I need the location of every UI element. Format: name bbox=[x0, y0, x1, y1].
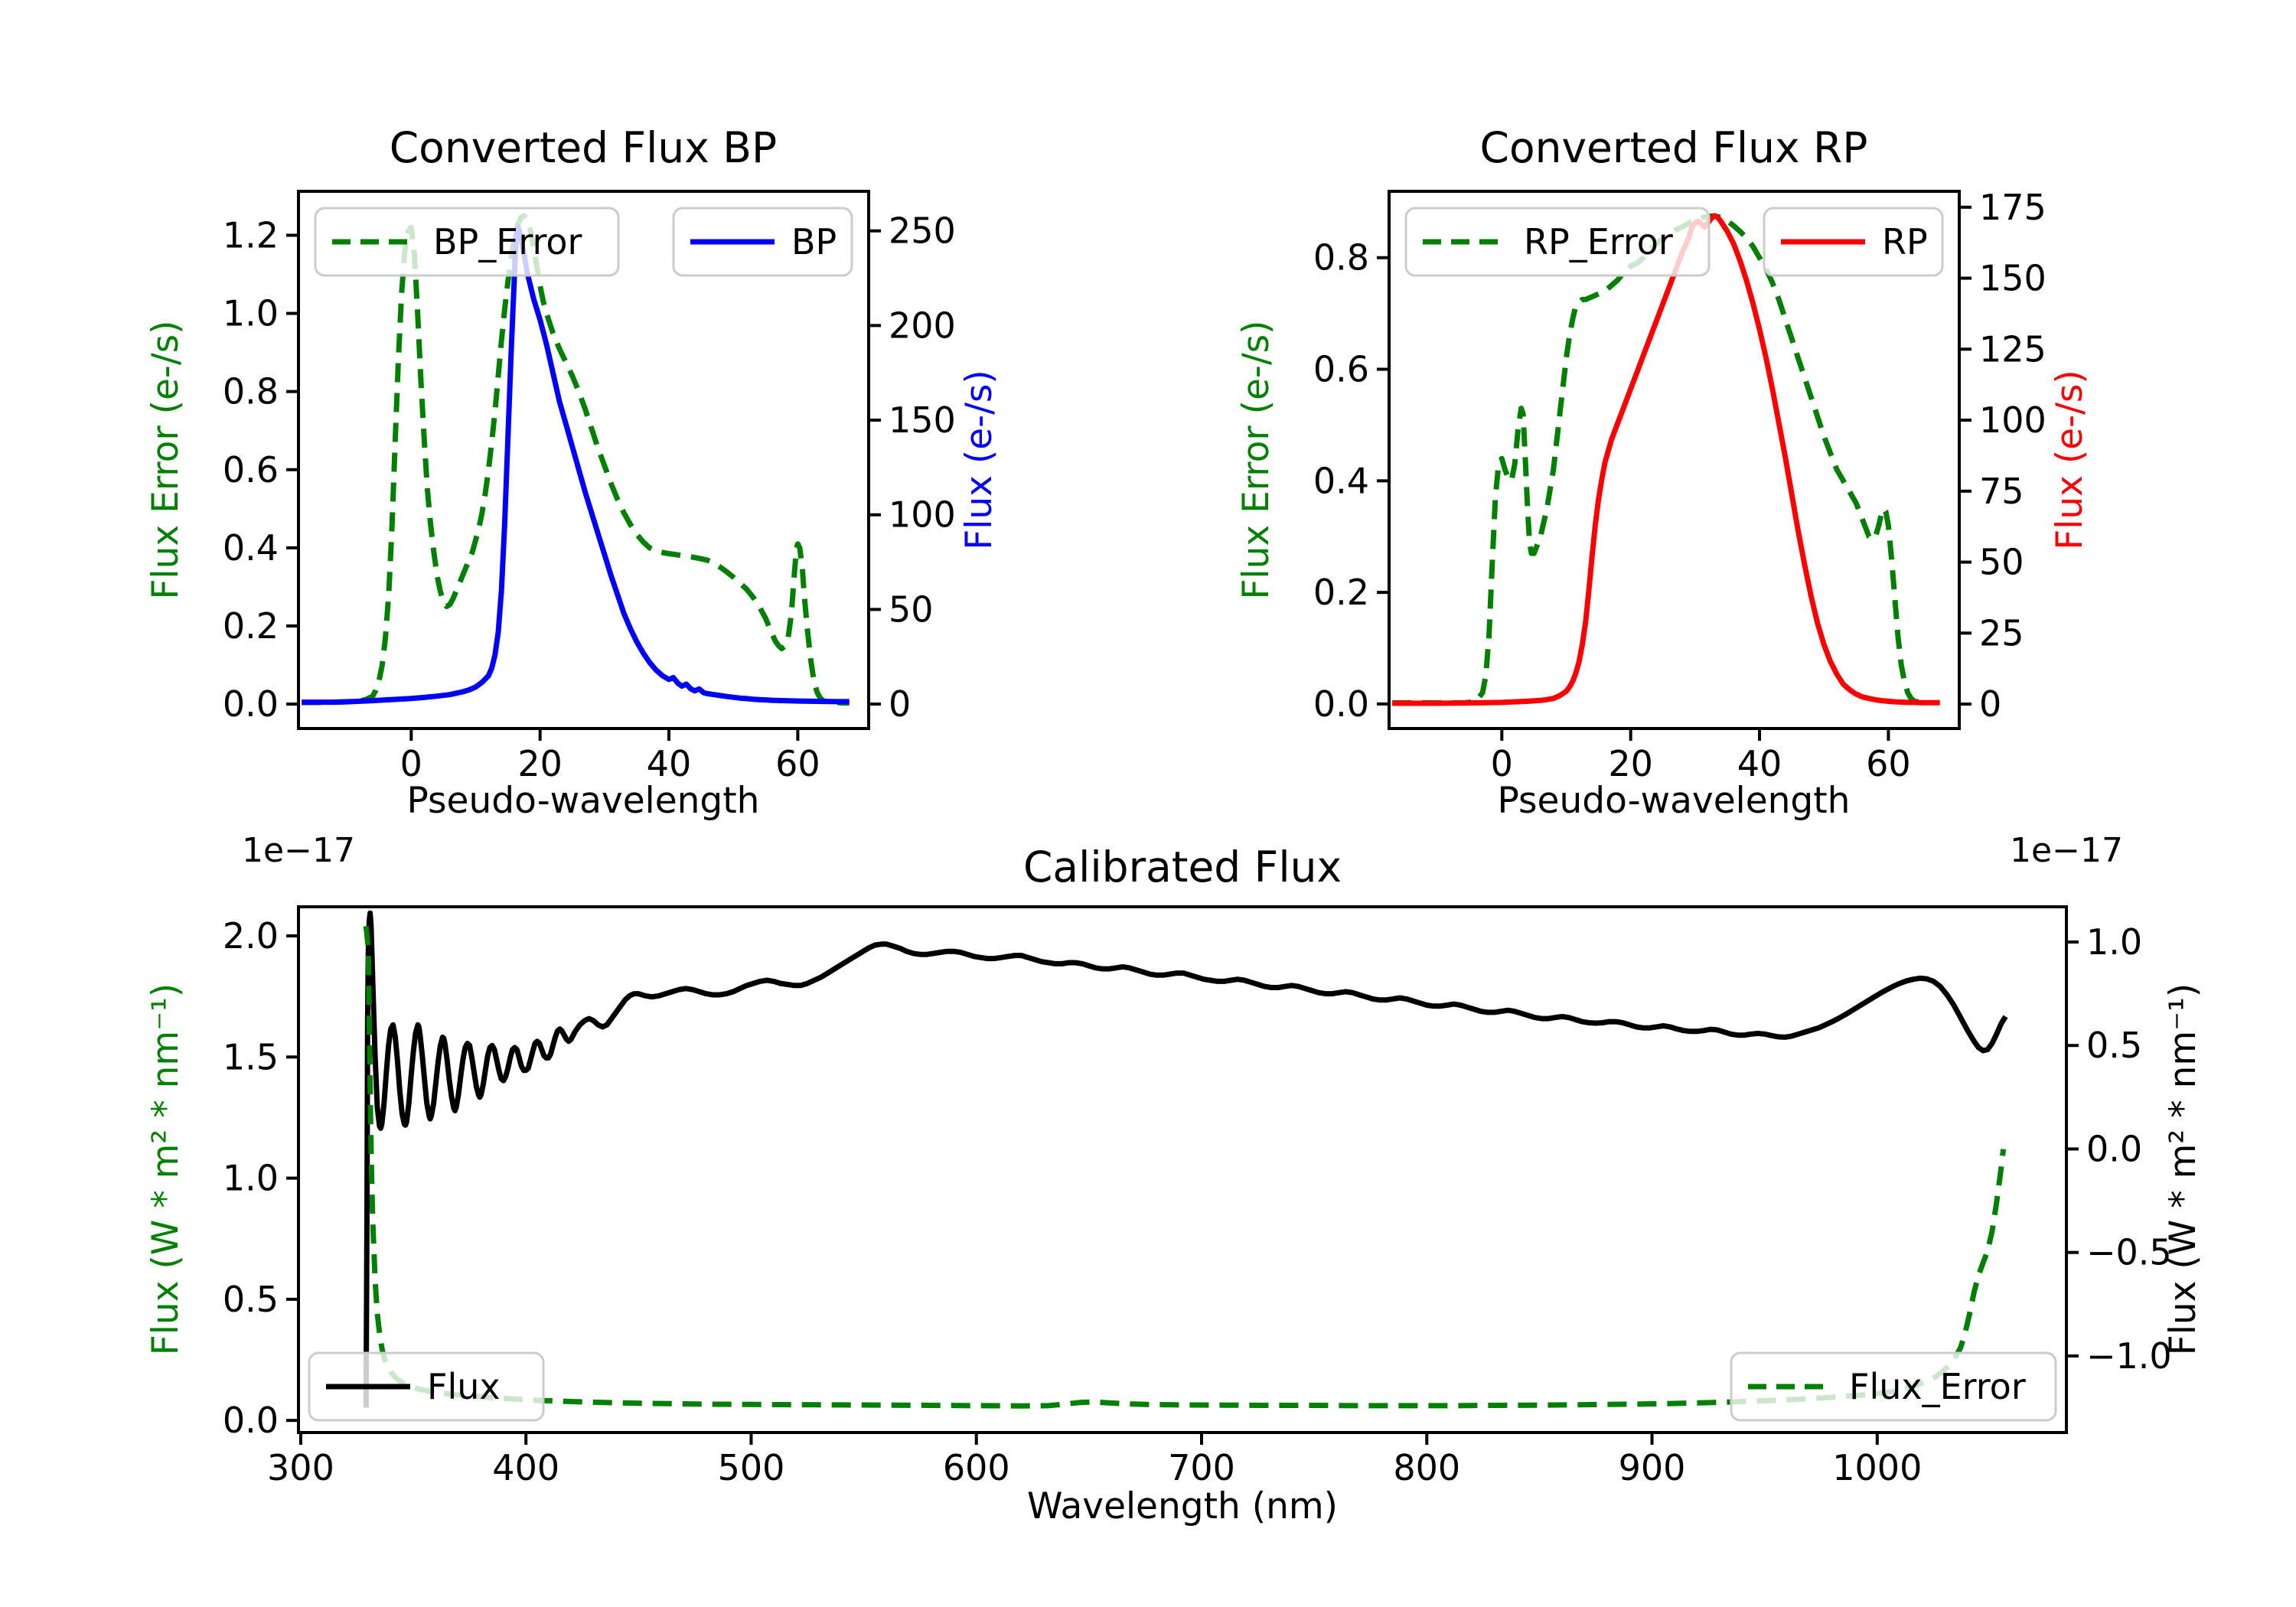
right-tick-label: −0.5 bbox=[2086, 1232, 2172, 1273]
right-tick-label: 50 bbox=[889, 588, 934, 630]
right-tick-label: 0.0 bbox=[2086, 1128, 2142, 1169]
right-tick-label: 75 bbox=[1979, 471, 2024, 512]
left-tick-label: 1.5 bbox=[223, 1036, 279, 1077]
series-bp bbox=[302, 224, 850, 706]
right-tick-label: 0.5 bbox=[2086, 1025, 2142, 1066]
x-tick-label: 20 bbox=[1608, 743, 1653, 784]
left-tick-label: 1.0 bbox=[223, 1158, 279, 1199]
left-tick-label: 0.2 bbox=[223, 605, 279, 647]
left-tick-label: 1.2 bbox=[223, 214, 279, 256]
cal-offset-left: 1e−17 bbox=[242, 831, 355, 870]
left-tick-label: 0.0 bbox=[223, 1400, 279, 1441]
gen-bp: 0 20 40 60 0.0 0.2 0.4 0.6 0.8 1.0 1.2 0 50 100 150 200… bbox=[223, 190, 956, 784]
left-tick-label: 0.5 bbox=[223, 1279, 279, 1320]
left-tick-label: 2.0 bbox=[223, 915, 279, 957]
axes-frame bbox=[297, 190, 870, 730]
right-tick-label: 50 bbox=[1979, 542, 2024, 583]
bp-ylabel-left: Flux Error (e-/s) bbox=[145, 320, 187, 599]
x-tick-label: 800 bbox=[1393, 1447, 1460, 1488]
right-tick-label: 100 bbox=[1979, 399, 2047, 441]
left-tick-label: 0.8 bbox=[1313, 237, 1369, 279]
x-tick-label: 60 bbox=[775, 743, 820, 784]
right-tick-label: 175 bbox=[1979, 187, 2047, 228]
x-tick-label: 0 bbox=[1491, 743, 1513, 784]
legend-frame bbox=[308, 1351, 545, 1422]
right-tick-label: 125 bbox=[1979, 328, 2047, 370]
right-tick-label: 1.0 bbox=[2086, 921, 2142, 963]
legend-frame bbox=[1404, 207, 1711, 277]
right-tick-label: 0 bbox=[889, 683, 911, 725]
x-tick-label: 1000 bbox=[1832, 1447, 1922, 1488]
series-flux bbox=[363, 910, 2008, 1408]
rp-title: Converted Flux RP bbox=[1480, 123, 1868, 172]
x-tick-label: 300 bbox=[267, 1447, 334, 1488]
subplot-rp: 0 20 40 60 0.0 0.2 0.4 0.6 0.8 0 25 50 75 100 125 150 17… bbox=[1235, 123, 2091, 822]
left-tick-label: 1.0 bbox=[223, 293, 279, 334]
rp-legend-error-label: RP_Error bbox=[1524, 221, 1673, 262]
right-tick-label: 0 bbox=[1979, 683, 2001, 725]
rp-ylabel-left: Flux Error (e-/s) bbox=[1235, 320, 1277, 599]
cal-legend-error-label: Flux_Error bbox=[1849, 1366, 2026, 1407]
x-tick-label: 40 bbox=[1737, 743, 1782, 784]
cal-ylabel-right: Flux (W * m² * nm⁻¹) bbox=[2162, 983, 2204, 1355]
right-tick-label: 150 bbox=[889, 399, 956, 441]
x-tick-label: 900 bbox=[1619, 1447, 1686, 1488]
x-tick-label: 40 bbox=[647, 743, 692, 784]
cal-offset-right: 1e−17 bbox=[2010, 831, 2123, 870]
right-tick-label: 150 bbox=[1979, 258, 2047, 299]
right-tick-label: 25 bbox=[1979, 612, 2024, 654]
axes-frame bbox=[297, 905, 2068, 1434]
legend-frame bbox=[314, 207, 620, 277]
rp-ylabel-right: Flux (e-/s) bbox=[2049, 370, 2091, 550]
x-tick-label: 600 bbox=[943, 1447, 1010, 1488]
x-tick-label: 0 bbox=[400, 743, 422, 784]
x-tick-label: 700 bbox=[1168, 1447, 1235, 1488]
cal-ylabel-left: Flux (W * m² * nm⁻¹) bbox=[145, 983, 187, 1355]
x-tick-label: 20 bbox=[517, 743, 563, 784]
left-tick-label: 0.8 bbox=[223, 371, 279, 412]
cal-legend-flux-label: Flux bbox=[427, 1366, 501, 1407]
right-tick-label: 250 bbox=[889, 210, 956, 252]
left-tick-label: 0.4 bbox=[1313, 460, 1369, 501]
rp-legend-flux-label: RP bbox=[1882, 221, 1928, 262]
cal-title: Calibrated Flux bbox=[1023, 843, 1342, 892]
subplot-calibrated: 300 400 500 600 700 800 900 1000 0.0 0.5 1.0 1.5 2.0… bbox=[145, 831, 2204, 1527]
subplot-bp: 0 20 40 60 0.0 0.2 0.4 0.6 0.8 1.0 1.2 0 50 100 150 200… bbox=[145, 123, 1000, 822]
series-bp_error bbox=[302, 213, 850, 706]
bp-legend-error-label: BP_Error bbox=[433, 221, 582, 262]
left-tick-label: 0.0 bbox=[1313, 683, 1369, 725]
legend-frame bbox=[1730, 1351, 2057, 1422]
cal-xlabel: Wavelength (nm) bbox=[1027, 1485, 1338, 1527]
gen-cal: 300 400 500 600 700 800 900 1000 0.0 0.5 1.0 1.5 2.0… bbox=[223, 905, 2172, 1488]
series-rp_error bbox=[1392, 213, 1928, 706]
left-tick-label: 0.6 bbox=[1313, 349, 1369, 390]
left-tick-label: 0.4 bbox=[223, 527, 279, 569]
left-tick-label: 0.0 bbox=[223, 683, 279, 725]
left-tick-label: 0.2 bbox=[1313, 572, 1369, 613]
right-tick-label: 200 bbox=[889, 305, 956, 346]
x-tick-label: 400 bbox=[492, 1447, 559, 1488]
left-tick-label: 0.6 bbox=[223, 449, 279, 491]
bp-ylabel-right: Flux (e-/s) bbox=[958, 370, 1000, 550]
bp-title: Converted Flux BP bbox=[390, 123, 777, 172]
bp-xlabel: Pseudo-wavelength bbox=[407, 780, 760, 822]
right-tick-label: 100 bbox=[889, 494, 956, 536]
bp-legend-flux-label: BP bbox=[791, 221, 837, 262]
axes-frame bbox=[1388, 190, 1961, 730]
x-tick-label: 500 bbox=[718, 1447, 785, 1488]
x-tick-label: 60 bbox=[1866, 743, 1911, 784]
right-tick-label: −1.0 bbox=[2086, 1335, 2172, 1377]
gen-rp: 0 20 40 60 0.0 0.2 0.4 0.6 0.8 0 25 50 75 100 125 150 17… bbox=[1313, 187, 2047, 784]
rp-xlabel: Pseudo-wavelength bbox=[1498, 780, 1851, 822]
